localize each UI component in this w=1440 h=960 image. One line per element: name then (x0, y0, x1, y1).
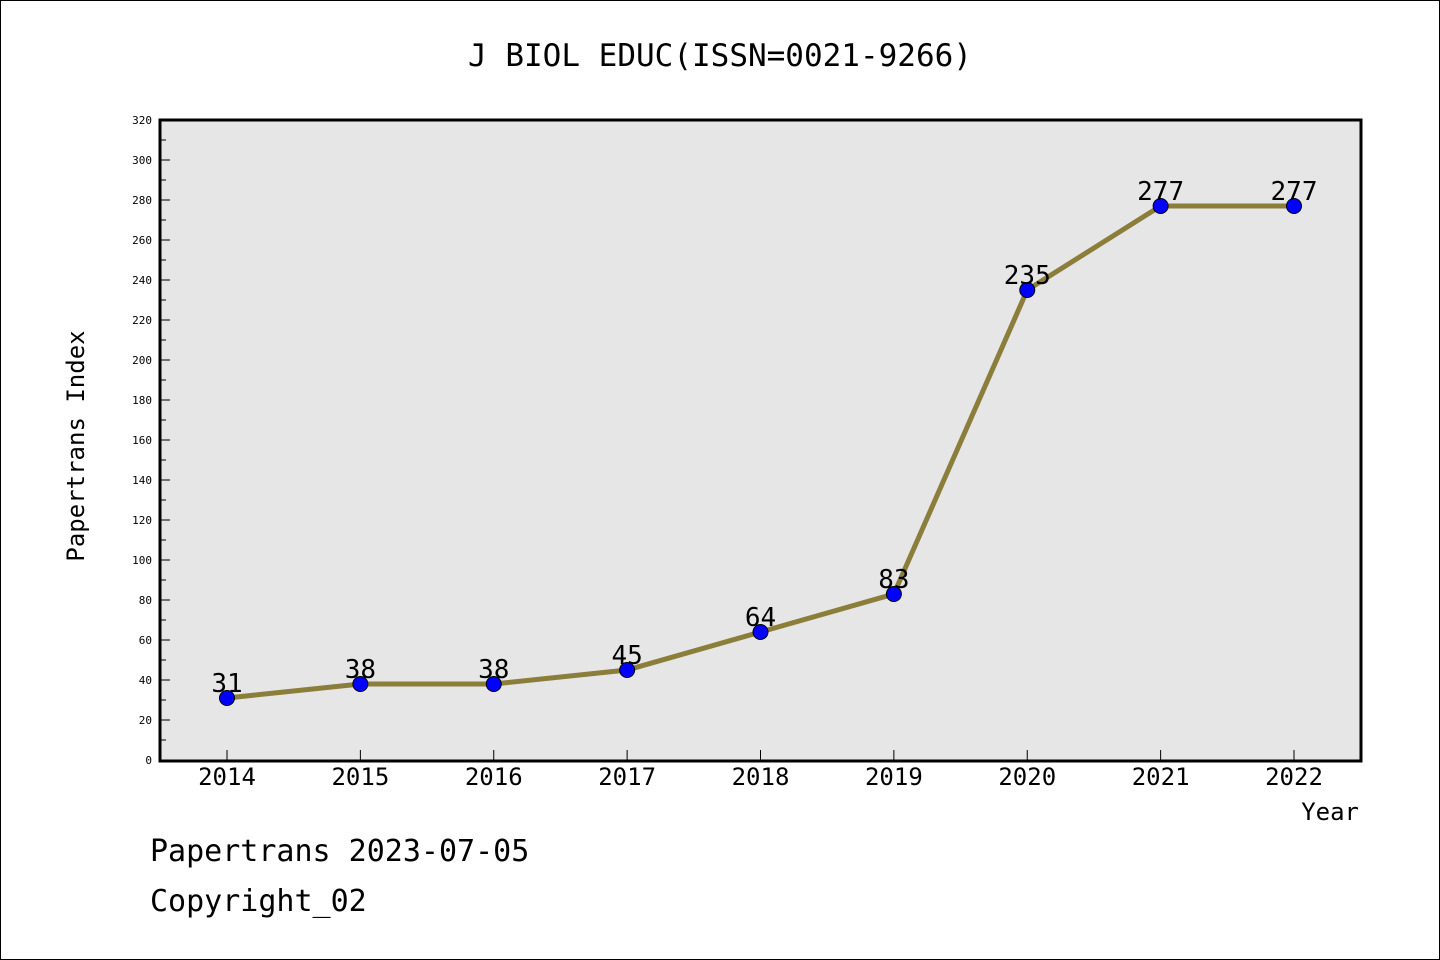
y-tick-label: 100 (132, 554, 152, 567)
y-tick-label: 280 (132, 194, 152, 207)
data-label: 64 (745, 603, 776, 633)
footer-date: Papertrans 2023-07-05 (150, 834, 530, 869)
x-tick-label: 2018 (732, 763, 790, 791)
data-label: 235 (1004, 261, 1051, 291)
x-tick-label: 2022 (1265, 763, 1323, 791)
x-axis: 2014 2015 2016 2017 2018 2019 2020 2021 2022 (198, 750, 1323, 791)
data-point (219, 690, 235, 706)
plot-area (160, 120, 1361, 761)
data-markers (219, 198, 1302, 706)
x-tick-label: 2020 (998, 763, 1056, 791)
y-tick-label: 0 (145, 754, 152, 767)
y-tick-label: 20 (139, 714, 152, 727)
y-tick-label: 220 (132, 314, 152, 327)
data-label: 45 (611, 641, 642, 671)
y-tick-label: 260 (132, 234, 152, 247)
y-tick-label: 40 (139, 674, 152, 687)
data-point (752, 624, 769, 640)
x-tick-label: 2014 (198, 763, 256, 791)
x-tick-label: 2019 (865, 763, 923, 791)
y-tick-label: 240 (132, 274, 152, 287)
y-tick-label: 80 (139, 594, 152, 607)
y-axis-label: Papertrans Index (62, 330, 90, 561)
data-label: 38 (478, 655, 509, 685)
data-point (485, 676, 502, 692)
x-tick-label: 2017 (598, 763, 656, 791)
chart-title: J BIOL EDUC(ISSN=0021-9266) (468, 38, 972, 74)
y-tick-label: 180 (132, 394, 152, 407)
data-label: 83 (878, 565, 909, 595)
y-tick-label: 140 (132, 474, 152, 487)
data-label: 277 (1137, 177, 1184, 207)
data-labels: 31 38 38 45 64 83 235 277 277 (211, 177, 1317, 699)
data-point (1286, 198, 1302, 214)
x-tick-label: 2021 (1132, 763, 1190, 791)
y-tick-label: 160 (132, 434, 152, 447)
data-label: 38 (345, 655, 376, 685)
x-axis-label: Year (1301, 798, 1359, 826)
data-label: 31 (211, 669, 242, 699)
y-tick-label: 120 (132, 514, 152, 527)
data-point (619, 662, 636, 678)
data-label: 277 (1271, 177, 1318, 207)
data-point (1019, 282, 1036, 298)
y-tick-label: 60 (139, 634, 152, 647)
x-tick-label: 2015 (331, 763, 389, 791)
data-point (885, 586, 902, 602)
y-tick-label: 200 (132, 354, 152, 367)
data-point (352, 676, 369, 692)
data-point (1152, 198, 1169, 214)
plot-border (158, 118, 1363, 763)
y-tick-label: 320 (132, 114, 152, 127)
footer-copyright: Copyright_02 (150, 884, 367, 919)
x-tick-label: 2016 (465, 763, 523, 791)
y-tick-label: 300 (132, 154, 152, 167)
